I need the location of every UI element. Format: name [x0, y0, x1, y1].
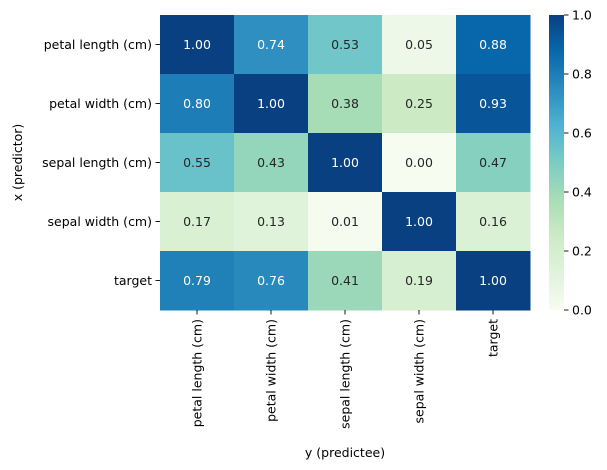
x-axis-title: y (predictee) [305, 445, 385, 460]
cell-value-label: 0.74 [257, 37, 285, 52]
cell-value-label: 0.55 [183, 155, 211, 170]
cell-annotations: 1.00 0.74 0.53 0.05 0.88 0.80 1.00 0.38 0.25 0.93… [183, 37, 507, 288]
cell-value-label: 0.17 [183, 214, 211, 229]
y-axis-title: x (predictor) [10, 124, 25, 202]
x-tick-label: sepal width (cm) [412, 319, 427, 423]
heatmap-cell [234, 74, 309, 134]
y-axis-ticks: petal length (cm) petal width (cm) sepal l… [42, 37, 160, 288]
x-tick-label: petal width (cm) [264, 319, 279, 422]
heatmap-cell [234, 133, 309, 193]
cell-value-label: 0.76 [257, 273, 285, 288]
cell-value-label: 0.05 [405, 37, 433, 52]
heatmap-cell [160, 74, 235, 134]
cell-value-label: 0.01 [331, 214, 359, 229]
heatmap-cell [382, 74, 457, 134]
y-tick-label: sepal length (cm) [42, 155, 152, 170]
heatmap-cell [382, 133, 457, 193]
heatmap-cell [308, 133, 383, 193]
colorbar-gradient [549, 15, 564, 310]
cell-value-label: 0.43 [257, 155, 285, 170]
colorbar-tick-label: 0.8 [572, 67, 592, 82]
cell-value-label: 1.00 [257, 96, 285, 111]
x-tick-label: petal length (cm) [190, 319, 205, 427]
heatmap-cell [382, 192, 457, 252]
heatmap-cell [160, 15, 235, 75]
cell-value-label: 1.00 [331, 155, 359, 170]
x-tick-label: sepal length (cm) [338, 319, 353, 429]
colorbar-tick-label: 0.0 [572, 303, 592, 318]
cell-value-label: 1.00 [405, 214, 433, 229]
heatmap-cell [160, 251, 235, 311]
heatmap-cell [382, 251, 457, 311]
cell-value-label: 0.16 [479, 214, 507, 229]
cell-value-label: 1.00 [183, 37, 211, 52]
cell-value-label: 0.41 [331, 273, 359, 288]
cell-value-label: 0.19 [405, 273, 433, 288]
heatmap-cell [234, 192, 309, 252]
cell-value-label: 1.00 [479, 273, 507, 288]
heatmap-cell [456, 74, 531, 134]
heatmap-cell [308, 251, 383, 311]
y-tick-label: sepal width (cm) [48, 214, 152, 229]
x-axis-ticks: petal length (cm) petal width (cm) sepal l… [190, 310, 501, 429]
heatmap-cell [234, 251, 309, 311]
x-tick-label: target [486, 319, 501, 357]
cell-value-label: 0.53 [331, 37, 359, 52]
y-tick-label: petal length (cm) [44, 37, 152, 52]
cell-value-label: 0.47 [479, 155, 507, 170]
cell-value-label: 0.93 [479, 96, 507, 111]
heatmap-cell [456, 251, 531, 311]
heatmap-cell [456, 192, 531, 252]
y-tick-label: target [114, 273, 152, 288]
cell-value-label: 0.79 [183, 273, 211, 288]
colorbar-tick-label: 1.0 [572, 8, 592, 23]
cell-value-label: 0.13 [257, 214, 285, 229]
cell-value-label: 0.00 [405, 155, 433, 170]
heatmap-cell [160, 133, 235, 193]
y-tick-label: petal width (cm) [49, 96, 152, 111]
heatmap-cell [456, 133, 531, 193]
cell-value-label: 0.88 [479, 37, 507, 52]
colorbar-tick-label: 0.6 [572, 126, 592, 141]
heatmap-cell [456, 15, 531, 75]
heatmap-cell [382, 15, 457, 75]
cell-value-label: 0.25 [405, 96, 433, 111]
heatmap-cells [160, 15, 531, 311]
cell-value-label: 0.38 [331, 96, 359, 111]
heatmap-cell [308, 74, 383, 134]
colorbar: 0.0 0.2 0.4 0.6 0.8 1.0 [549, 8, 592, 318]
colorbar-tick-label: 0.4 [572, 185, 592, 200]
heatmap-cell [308, 15, 383, 75]
heatmap-cell [308, 192, 383, 252]
heatmap-cell [160, 192, 235, 252]
heatmap-cell [234, 15, 309, 75]
colorbar-tick-label: 0.2 [572, 244, 592, 259]
cell-value-label: 0.80 [183, 96, 211, 111]
